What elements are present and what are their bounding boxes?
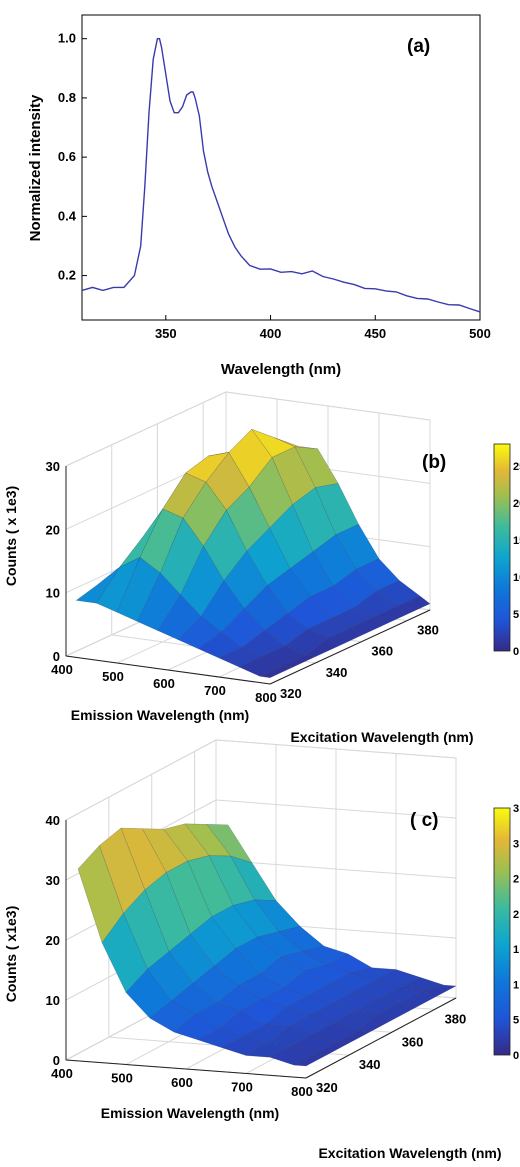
panel-b: 400 500 600 700 800 320 340 360 380 0 10 20 30 (b) E…	[3, 391, 520, 745]
panel-b-surface-patch	[350, 616, 385, 636]
panel-c-colorbar-tick-label: 3	[513, 803, 519, 815]
panel-c-label: ( c)	[410, 810, 439, 831]
panel-c-excitation-tick-label: 340	[359, 1057, 381, 1072]
panel-c-excitation-axis-label: Excitation Wavelength (nm)	[318, 1145, 501, 1161]
panel-b-colorbar	[493, 443, 511, 652]
panel-a-label: (a)	[407, 36, 430, 57]
panel-c-emission-tick-label: 500	[111, 1071, 133, 1086]
panel-a-y-tick-label: 0.2	[58, 268, 76, 283]
panel-b-counts-axis-label: Counts ( x 1e3)	[3, 486, 19, 586]
panel-b-surface-patch	[258, 665, 294, 678]
panel-a-x-tick-label: 350	[155, 326, 177, 341]
panel-c-counts-tick-label: 0	[53, 1053, 60, 1068]
panel-b-counts-tick-label: 20	[46, 522, 60, 537]
panel-a-x-tick-label: 450	[364, 326, 386, 341]
panel-c-colorbar-tick-label: 1	[513, 979, 519, 991]
panel-c-surface-patch	[336, 1030, 372, 1044]
panel-b-emission-tick-label: 700	[204, 683, 226, 698]
panel-b-colorbar-tick-label: 25	[513, 461, 520, 473]
panel-c-surface	[77, 823, 457, 1067]
panel-b-colorbar-tick-label: 0	[513, 646, 519, 658]
panel-c-emission-tick-label: 400	[51, 1066, 73, 1081]
panel-b-colorbar-tick-label: 10	[513, 572, 520, 584]
panel-b-excitation-tick-label: 380	[417, 623, 439, 638]
panel-c-surface-patch	[314, 1041, 350, 1055]
panel-b-colorbar-tick-label: 5	[513, 609, 519, 621]
panel-a-plot-area	[81, 14, 481, 321]
panel-b-colorbar-tick-label: 15	[513, 535, 520, 547]
panel-b-excitation-tick-label: 360	[371, 644, 393, 659]
panel-c-colorbar-tick-label: 2	[513, 874, 519, 886]
panel-c-emission-axis	[65, 1059, 307, 1079]
panel-c-colorbar-tick-label: 1	[513, 944, 519, 956]
panel-b-excitation-tick-label: 320	[280, 686, 302, 701]
panel-b-excitation-axis-label: Excitation Wavelength (nm)	[290, 729, 473, 745]
panel-c-emission-tick-label: 600	[171, 1075, 193, 1090]
panel-b-label: (b)	[422, 452, 446, 473]
panel-c-excitation-tick-label: 380	[445, 1011, 467, 1026]
panel-b-counts-tick-label: 0	[53, 649, 60, 664]
panel-a-y-tick-label: 0.6	[58, 149, 76, 164]
panel-a-x-axis-label: Wavelength (nm)	[221, 361, 341, 378]
panel-a-y-axis-label: Normalized intensity	[27, 94, 44, 241]
panel-c-excitation-axis	[305, 997, 457, 1079]
panel-b-excitation-axis	[269, 609, 431, 685]
panel-c-counts-tick-label: 40	[46, 813, 60, 828]
panel-c-counts-tick-label: 20	[46, 933, 60, 948]
panel-c-colorbar-tick-label: 5	[513, 1015, 519, 1027]
panel-c-counts-tick-label: 10	[46, 993, 60, 1008]
panel-a-x-tick-label: 500	[469, 326, 491, 341]
panel-b-emission-axis	[65, 655, 271, 685]
panel-b-surface-patch	[281, 654, 317, 668]
panel-a-spectrum-line	[81, 38, 481, 313]
panel-b-surface	[75, 428, 431, 678]
panel-b-counts-tick-label: 10	[46, 586, 60, 601]
panel-a-y-tick-label: 1.0	[58, 31, 76, 46]
panel-b-colorbar-tick-label: 20	[513, 498, 520, 510]
panel-c-surface-patch	[293, 1053, 329, 1067]
panel-b-z-gridline	[65, 391, 227, 467]
panel-b-counts-tick-label: 30	[46, 459, 60, 474]
panel-a: 350 400 450 500 0.2 0.4 0.6 0.8 1.0 (a) Waveleng…	[27, 14, 491, 378]
panel-c-colorbar-tick-label: 0	[513, 1050, 519, 1062]
panel-c-colorbar	[493, 807, 511, 1056]
panel-a-y-tick-label: 0.4	[58, 208, 77, 223]
panel-c-excitation-tick-label: 360	[402, 1034, 424, 1049]
panel-b-excitation-tick-label: 340	[326, 665, 348, 680]
panel-a-x-tick-label: 400	[260, 326, 282, 341]
panel-b-surface-patch	[304, 637, 340, 657]
panel-c-z-gridline	[65, 739, 217, 821]
panel-b-emission-axis-label: Emission Wavelength (nm)	[71, 707, 249, 723]
panel-c-emission-axis-label: Emission Wavelength (nm)	[101, 1105, 279, 1121]
panel-a-y-tick-label: 0.8	[58, 90, 76, 105]
panel-c-excitation-tick-label: 320	[316, 1080, 338, 1095]
panel-c-counts-axis-label: Counts ( x1e3)	[3, 906, 19, 1002]
panel-b-emission-tick-label: 600	[153, 676, 175, 691]
panel-b-emission-tick-label: 400	[51, 662, 73, 677]
panel-b-emission-tick-label: 800	[255, 690, 277, 705]
panel-b-emission-tick-label: 500	[102, 669, 124, 684]
panel-c-colorbar-tick-label: 2	[513, 909, 519, 921]
panel-c-emission-tick-label: 700	[231, 1080, 253, 1095]
panel-c-counts-tick-label: 30	[46, 873, 60, 888]
panel-c-emission-tick-label: 800	[291, 1084, 313, 1099]
panel-c-colorbar-tick-label: 3	[513, 838, 519, 850]
